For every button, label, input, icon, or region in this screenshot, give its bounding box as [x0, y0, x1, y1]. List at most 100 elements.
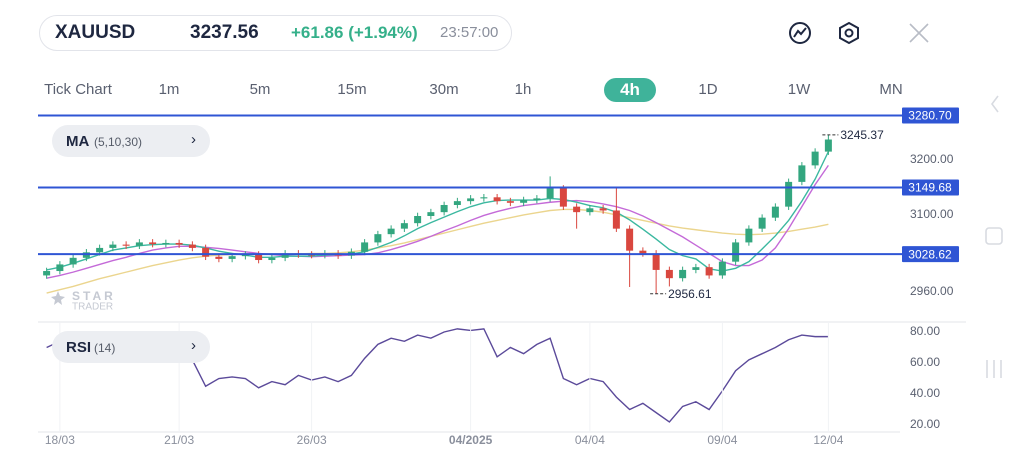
candle-body	[718, 261, 726, 276]
rsi-tick-label: 40.00	[910, 386, 940, 400]
candle-body	[692, 267, 700, 270]
watermark-text: TRADER	[72, 302, 113, 313]
ma-params: (5,10,30)	[94, 135, 143, 149]
chevron: ›	[191, 337, 196, 354]
candle-body	[188, 244, 196, 248]
candle-body	[559, 188, 567, 207]
toolbar-icons	[789, 21, 929, 45]
timeframe-button[interactable]: MN	[879, 81, 903, 98]
symbol: XAUUSD	[55, 22, 136, 43]
candle-body	[705, 267, 713, 276]
candle-body	[732, 242, 740, 262]
ma-indicator-chip[interactable]: MA (5,10,30) ›	[52, 125, 210, 157]
candle-body	[533, 198, 541, 201]
price-level-label: 3149.68	[908, 181, 952, 195]
chevron: ›	[191, 131, 196, 148]
candle-body	[281, 253, 289, 258]
timeframe-button[interactable]: 5m	[249, 81, 271, 98]
candle-body	[43, 271, 51, 276]
candle-body	[374, 234, 382, 243]
x-tick-label: 04/2025	[449, 433, 493, 447]
candle-body	[400, 223, 408, 229]
candle-body	[135, 242, 143, 246]
price-level-label: 3028.62	[908, 247, 952, 261]
price-change: +61.86 (+1.94%)	[291, 23, 418, 42]
candle-body	[109, 244, 117, 248]
ma-line	[46, 151, 830, 272]
candle-body	[453, 201, 461, 205]
x-tick-label: 12/04	[813, 433, 843, 447]
candle-body	[679, 269, 687, 279]
candle-body	[361, 242, 369, 252]
timeframe-button[interactable]: 1D	[698, 81, 718, 98]
candle-body	[96, 247, 104, 253]
indicator-icon[interactable]	[789, 22, 811, 44]
timeframe-button[interactable]: 30m	[429, 81, 459, 98]
timeframe-button[interactable]: 15m	[337, 81, 367, 98]
ma-line	[46, 164, 829, 279]
candle-body	[626, 228, 634, 251]
rsi-tick-label: 80.00	[910, 324, 940, 338]
candle-body	[122, 244, 130, 246]
candle-body	[480, 197, 488, 199]
candle-body	[665, 269, 673, 279]
close-icon[interactable]	[909, 23, 929, 43]
ma-label: MA	[66, 133, 90, 150]
candle-body	[387, 228, 395, 235]
price-level-label: 3280.70	[908, 109, 952, 123]
price: 3237.56	[190, 22, 259, 43]
candle-body	[520, 200, 528, 203]
candle-body	[639, 250, 647, 254]
timeframe-button[interactable]: 1m	[158, 81, 180, 98]
candle-body	[467, 198, 475, 202]
rsi-tick-label: 60.00	[910, 355, 940, 369]
time: 23:57:00	[440, 24, 499, 41]
candle-body	[612, 210, 620, 229]
x-tick-label: 09/04	[707, 433, 737, 447]
candle-body	[785, 181, 793, 207]
settings-icon[interactable]	[839, 21, 859, 45]
annotation-label: 3245.37	[840, 128, 884, 142]
candle-body	[149, 242, 157, 245]
candle-body	[506, 201, 514, 203]
candle-body	[69, 257, 77, 265]
annotation-label: 2956.61	[668, 287, 712, 301]
candle-body	[652, 253, 660, 270]
y-tick-label: 3100.00	[910, 207, 954, 221]
timeframe-button[interactable]: Tick Chart	[44, 81, 112, 98]
candle-body	[573, 206, 581, 213]
candle-body	[758, 217, 766, 229]
candle-body	[440, 204, 448, 213]
price-level-tag	[902, 179, 959, 196]
candle-body	[745, 228, 753, 243]
candle-body	[215, 256, 223, 259]
ma-line	[46, 208, 829, 294]
candle-body	[202, 247, 210, 257]
system-icons	[985, 95, 1003, 378]
watermark-star	[51, 291, 65, 305]
candle-body	[798, 165, 806, 182]
x-tick-label: 21/03	[164, 433, 194, 447]
rsi-label: RSI	[66, 339, 92, 356]
x-tick-label: 26/03	[297, 433, 327, 447]
candle-body	[241, 254, 249, 257]
candle-body	[599, 208, 607, 211]
symbol-bar[interactable]	[39, 15, 512, 51]
timeframe-button[interactable]: 1h	[514, 81, 532, 98]
rsi-indicator-chip[interactable]: RSI (14) ›	[52, 331, 210, 363]
x-tick-label: 18/03	[45, 433, 75, 447]
timeframe-button[interactable]: 1W	[787, 81, 811, 98]
candle-body	[414, 216, 422, 224]
watermark-text: STAR	[72, 289, 116, 303]
rsi-tick-label: 20.00	[910, 417, 940, 431]
candle-body	[255, 254, 263, 261]
candle-body	[586, 208, 594, 213]
watermark: STAR TRADER	[51, 289, 116, 313]
candle-body	[824, 139, 832, 152]
rsi-params: (14)	[94, 341, 116, 355]
y-tick-label: 3200.00	[910, 152, 954, 166]
timeframe-button[interactable]: 4h	[604, 78, 656, 102]
x-tick-label: 04/04	[575, 433, 605, 447]
candle-body	[546, 188, 554, 199]
